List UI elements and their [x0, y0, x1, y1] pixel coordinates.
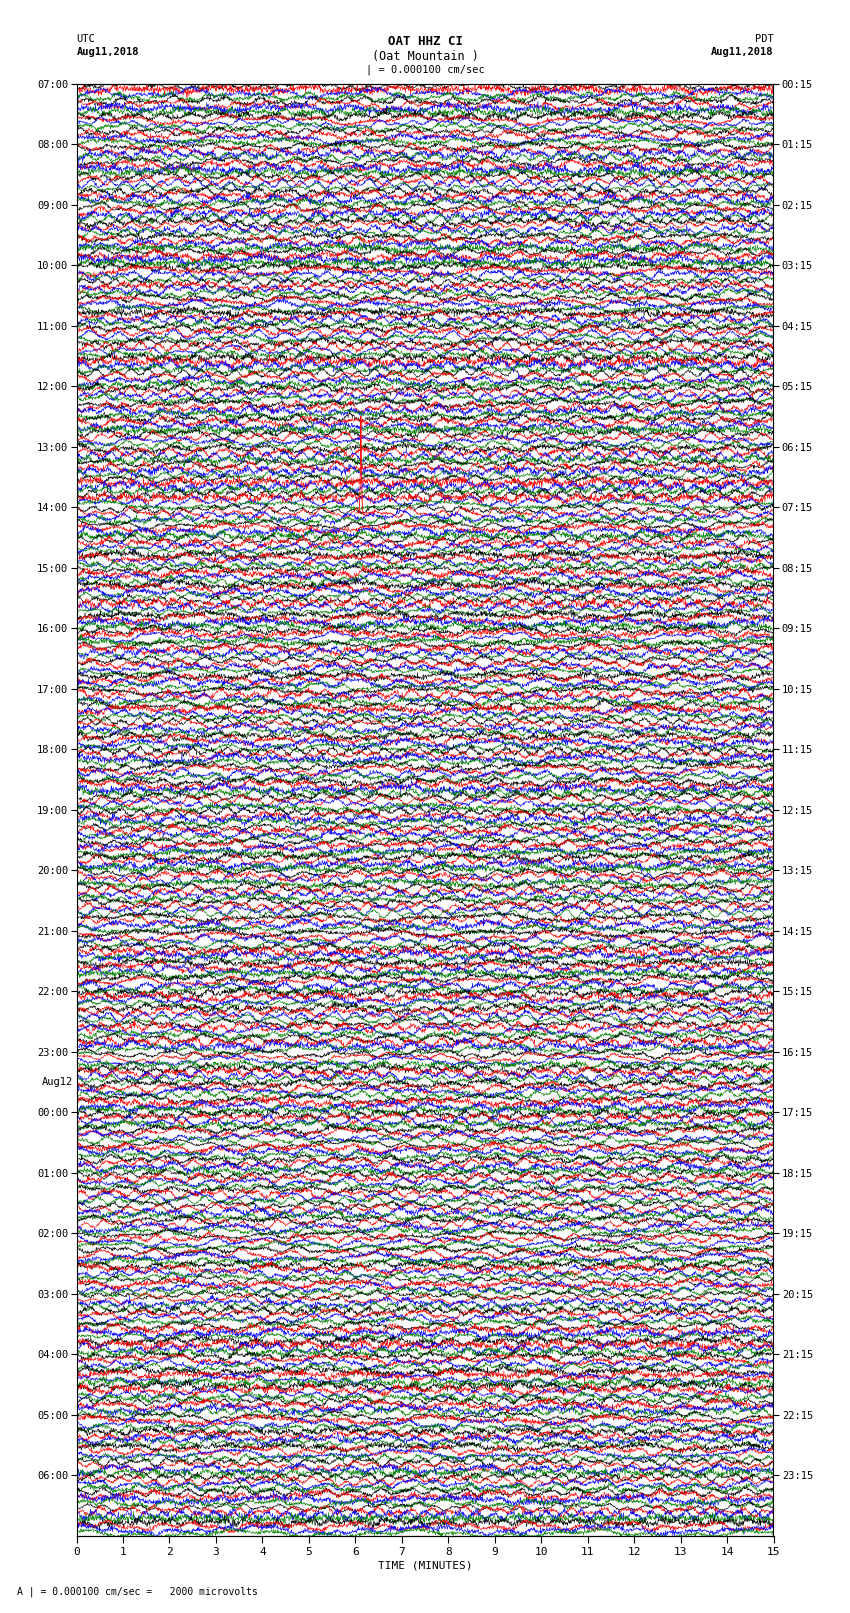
Text: OAT HHZ CI: OAT HHZ CI: [388, 35, 462, 48]
Text: Aug11,2018: Aug11,2018: [76, 47, 139, 56]
X-axis label: TIME (MINUTES): TIME (MINUTES): [377, 1560, 473, 1569]
Text: Aug12: Aug12: [42, 1077, 73, 1087]
Text: UTC: UTC: [76, 34, 95, 44]
Text: A | = 0.000100 cm/sec =   2000 microvolts: A | = 0.000100 cm/sec = 2000 microvolts: [17, 1586, 258, 1597]
Text: (Oat Mountain ): (Oat Mountain ): [371, 50, 479, 63]
Text: | = 0.000100 cm/sec: | = 0.000100 cm/sec: [366, 65, 484, 76]
Text: Aug11,2018: Aug11,2018: [711, 47, 774, 56]
Text: PDT: PDT: [755, 34, 774, 44]
